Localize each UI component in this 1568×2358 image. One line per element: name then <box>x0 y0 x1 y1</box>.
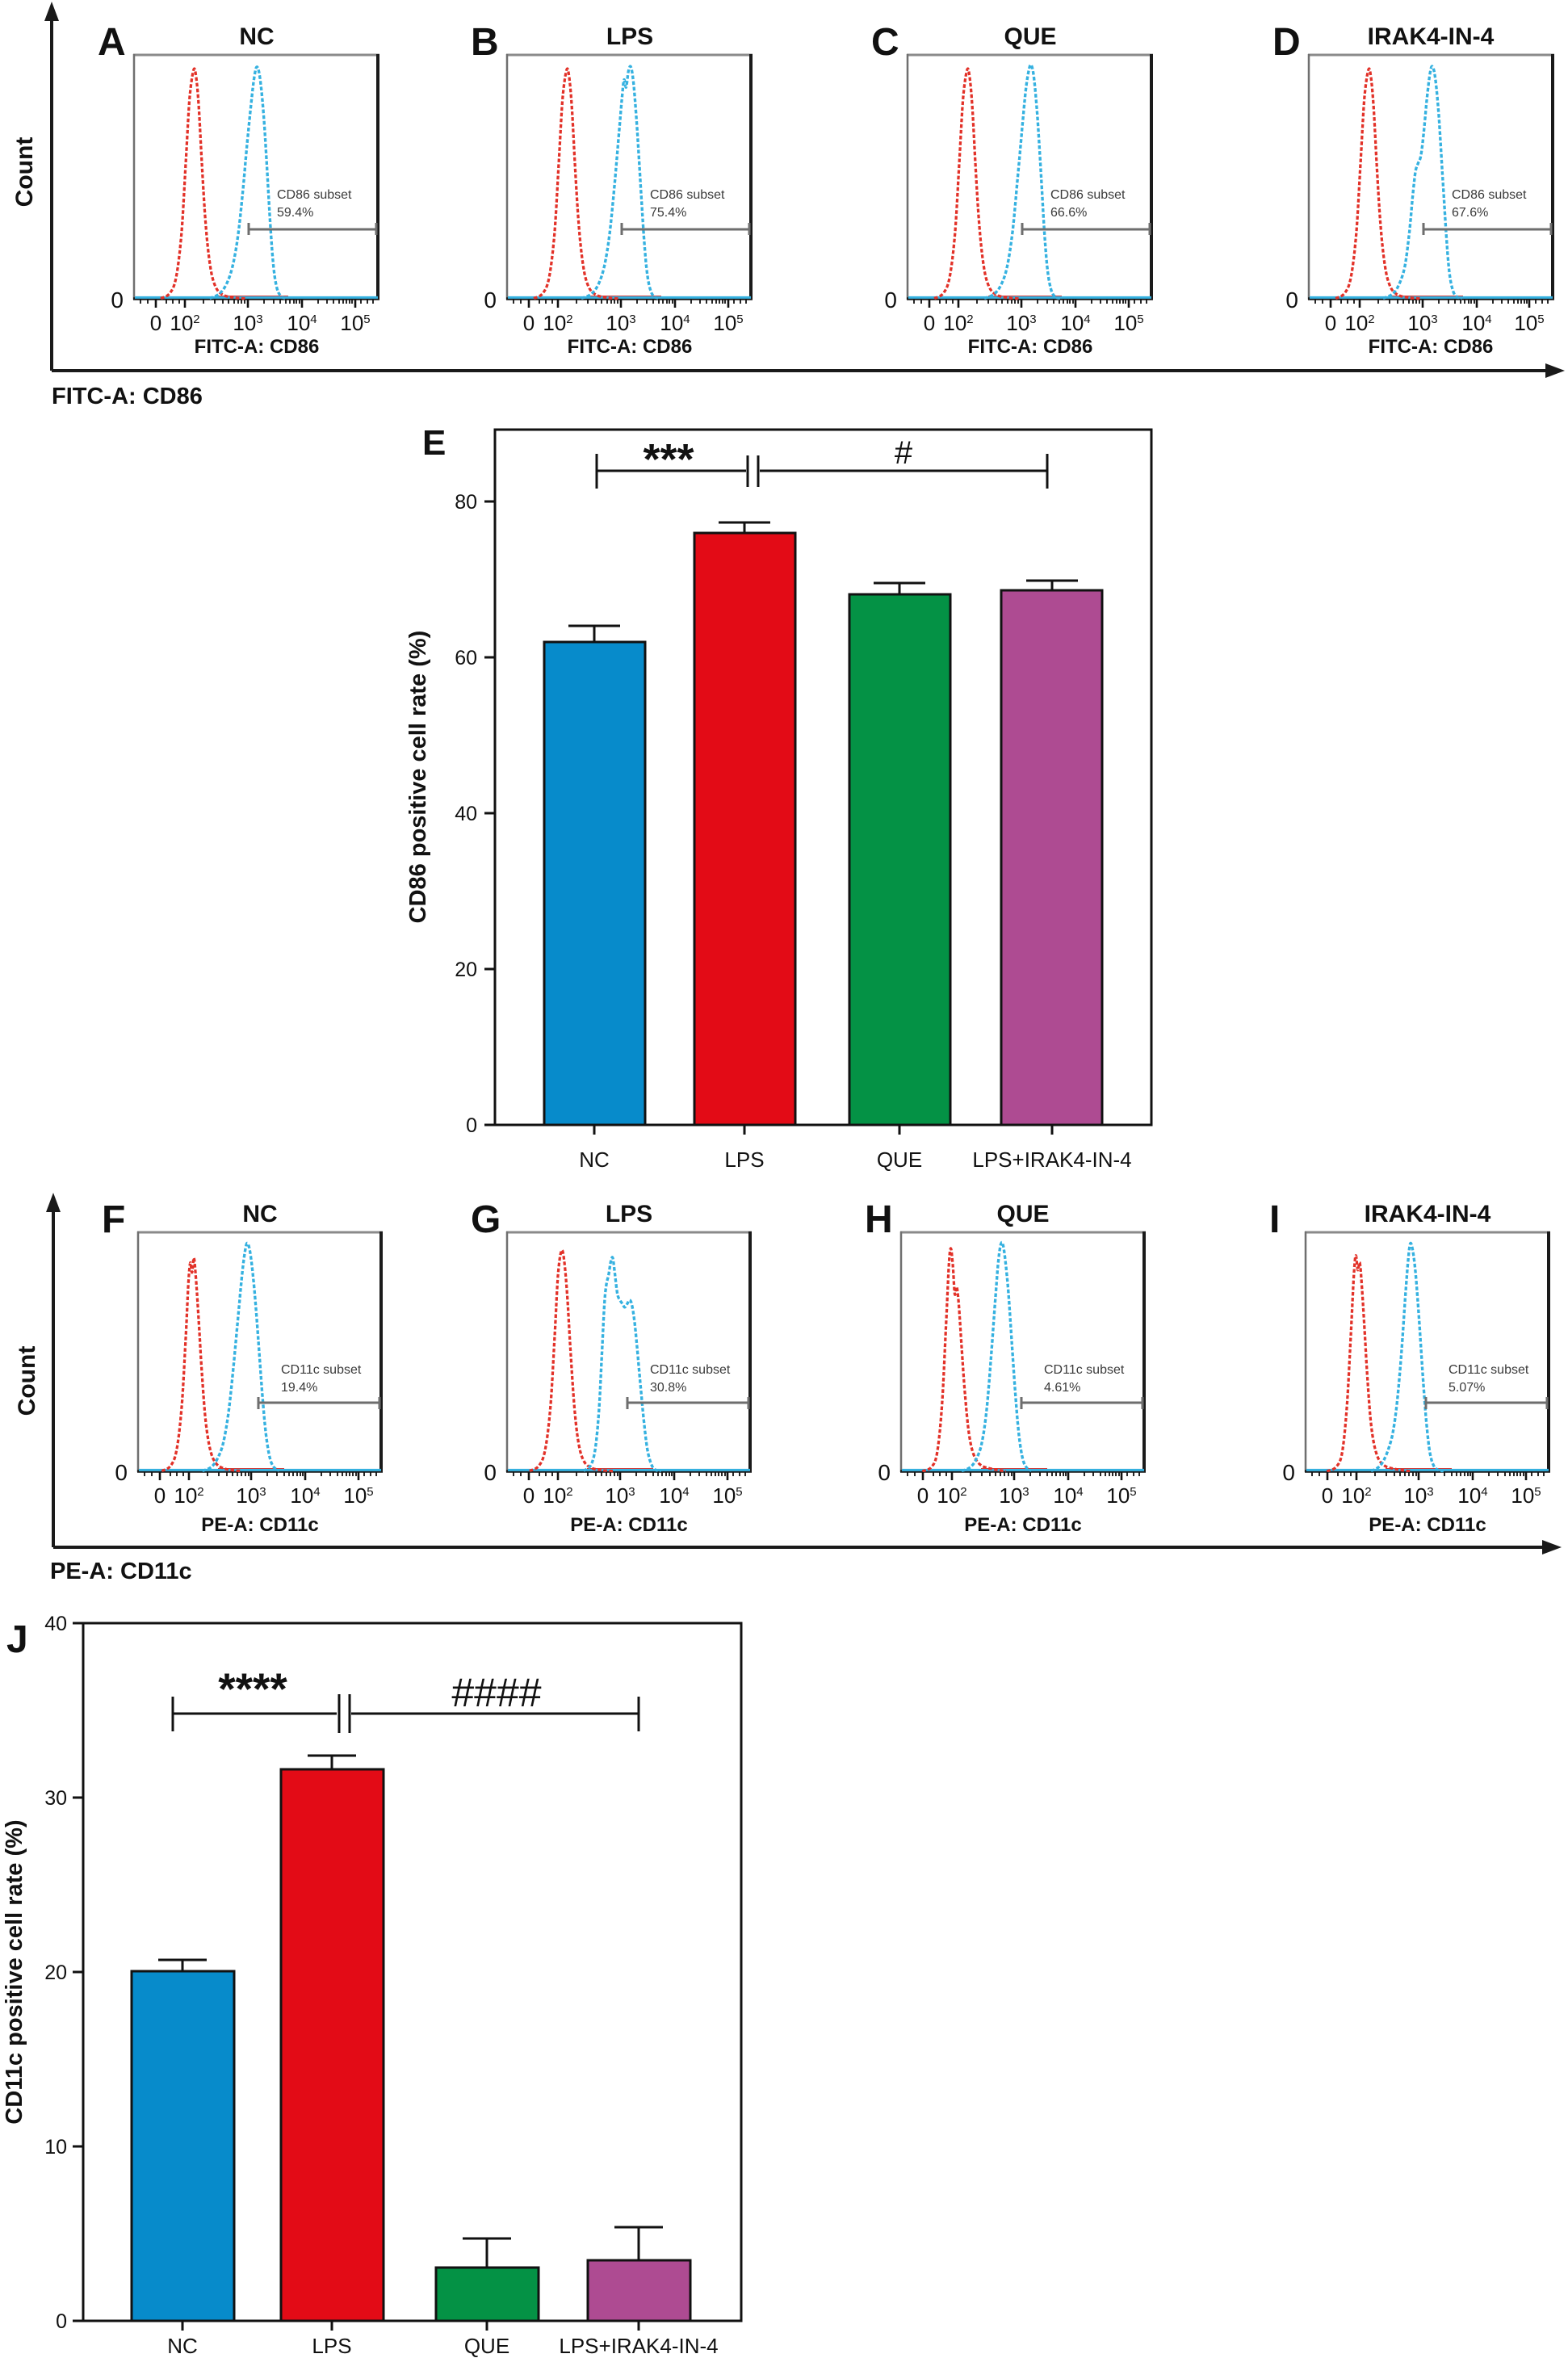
svg-text:NC: NC <box>167 2334 198 2358</box>
svg-text:0: 0 <box>56 2310 67 2333</box>
svg-text:66.6%: 66.6% <box>1050 206 1087 220</box>
svg-text:NC: NC <box>239 23 274 50</box>
svg-text:4.61%: 4.61% <box>1044 1381 1080 1395</box>
svg-text:LPS: LPS <box>312 2334 351 2358</box>
svg-text:5.07%: 5.07% <box>1449 1381 1485 1395</box>
svg-text:0: 0 <box>484 287 497 313</box>
svg-text:FITC-A: CD86: FITC-A: CD86 <box>968 336 1093 358</box>
svg-text:CD86 subset: CD86 subset <box>650 188 725 202</box>
svg-text:PE-A: CD11c: PE-A: CD11c <box>570 1514 687 1536</box>
svg-text:LPS: LPS <box>606 1201 652 1227</box>
svg-text:0: 0 <box>111 287 124 313</box>
svg-text:QUE: QUE <box>877 1148 922 1172</box>
svg-text:0: 0 <box>1285 287 1298 313</box>
svg-text:IRAK4-IN-4: IRAK4-IN-4 <box>1368 23 1495 50</box>
svg-text:CD11c subset: CD11c subset <box>281 1363 362 1377</box>
svg-text:0: 0 <box>523 311 535 335</box>
svg-text:PE-A: CD11c: PE-A: CD11c <box>50 1559 192 1584</box>
svg-text:****: **** <box>218 1664 287 1714</box>
svg-text:PE-A: CD11c: PE-A: CD11c <box>964 1514 1081 1536</box>
svg-text:75.4%: 75.4% <box>650 206 686 220</box>
svg-text:LPS: LPS <box>606 23 653 50</box>
svg-text:10: 10 <box>44 2136 67 2159</box>
svg-text:0: 0 <box>484 1460 497 1485</box>
svg-text:59.4%: 59.4% <box>277 206 313 220</box>
svg-text:30.8%: 30.8% <box>650 1381 686 1395</box>
svg-text:30: 30 <box>44 1787 67 1810</box>
svg-text:20: 20 <box>455 959 477 981</box>
svg-text:FITC-A: CD86: FITC-A: CD86 <box>52 384 203 409</box>
svg-text:D: D <box>1272 21 1301 64</box>
svg-text:19.4%: 19.4% <box>281 1381 317 1395</box>
svg-text:NC: NC <box>579 1148 610 1172</box>
svg-text:40: 40 <box>455 803 477 825</box>
svg-text:QUE: QUE <box>996 1201 1049 1227</box>
svg-text:G: G <box>471 1198 501 1241</box>
svg-text:CD11c subset: CD11c subset <box>1449 1363 1529 1377</box>
svg-text:CD86 subset: CD86 subset <box>1050 188 1126 202</box>
svg-text:0: 0 <box>1325 311 1336 335</box>
svg-text:FITC-A: CD86: FITC-A: CD86 <box>568 336 693 358</box>
svg-text:PE-A: CD11c: PE-A: CD11c <box>201 1514 318 1536</box>
svg-text:CD86 subset: CD86 subset <box>277 188 352 202</box>
svg-text:CD11c positive cell rate (%): CD11c positive cell rate (%) <box>2 1819 27 2124</box>
svg-text:0: 0 <box>115 1460 128 1485</box>
svg-text:NC: NC <box>242 1201 277 1227</box>
svg-text:CD11c subset: CD11c subset <box>650 1363 731 1377</box>
svg-text:***: *** <box>643 435 694 484</box>
svg-text:80: 80 <box>455 491 477 514</box>
svg-text:103: 103 <box>606 311 635 335</box>
svg-text:0: 0 <box>523 1483 535 1508</box>
svg-text:Count: Count <box>11 137 38 208</box>
svg-text:FITC-A: CD86: FITC-A: CD86 <box>195 336 320 358</box>
svg-text:103: 103 <box>236 1483 266 1508</box>
svg-text:20: 20 <box>44 1962 67 1984</box>
svg-text:#: # <box>895 435 913 471</box>
svg-text:C: C <box>871 21 899 64</box>
svg-text:LPS+IRAK4-IN-4: LPS+IRAK4-IN-4 <box>972 1148 1131 1172</box>
svg-text:IRAK4-IN-4: IRAK4-IN-4 <box>1365 1201 1491 1227</box>
svg-text:0: 0 <box>154 1483 166 1508</box>
svg-text:0: 0 <box>917 1483 929 1508</box>
svg-text:A: A <box>98 21 126 64</box>
svg-text:0: 0 <box>150 311 161 335</box>
svg-text:0: 0 <box>1322 1483 1333 1508</box>
svg-text:PE-A: CD11c: PE-A: CD11c <box>1369 1514 1486 1536</box>
svg-text:I: I <box>1269 1198 1280 1241</box>
svg-text:0: 0 <box>878 1460 891 1485</box>
svg-text:CD86 subset: CD86 subset <box>1452 188 1527 202</box>
svg-text:E: E <box>422 423 446 463</box>
svg-text:H: H <box>865 1198 893 1241</box>
svg-text:CD11c subset: CD11c subset <box>1044 1363 1125 1377</box>
svg-text:40: 40 <box>44 1613 67 1635</box>
svg-text:QUE: QUE <box>464 2334 509 2358</box>
svg-text:102: 102 <box>1341 1483 1371 1508</box>
svg-text:LPS: LPS <box>724 1148 764 1172</box>
svg-text:J: J <box>6 1618 28 1661</box>
svg-text:0: 0 <box>1282 1460 1295 1485</box>
svg-text:F: F <box>102 1198 125 1241</box>
svg-text:67.6%: 67.6% <box>1452 206 1488 220</box>
svg-text:B: B <box>471 21 499 64</box>
svg-text:LPS+IRAK4-IN-4: LPS+IRAK4-IN-4 <box>559 2334 718 2358</box>
svg-text:60: 60 <box>455 647 477 669</box>
svg-text:0: 0 <box>924 311 935 335</box>
svg-text:FITC-A: CD86: FITC-A: CD86 <box>1369 336 1494 358</box>
svg-text:QUE: QUE <box>1004 23 1056 50</box>
svg-text:0: 0 <box>884 287 897 313</box>
svg-text:####: #### <box>451 1670 541 1715</box>
svg-text:CD86 positive cell rate (%): CD86 positive cell rate (%) <box>405 631 431 924</box>
svg-text:0: 0 <box>466 1114 477 1137</box>
svg-text:Count: Count <box>14 1346 40 1416</box>
